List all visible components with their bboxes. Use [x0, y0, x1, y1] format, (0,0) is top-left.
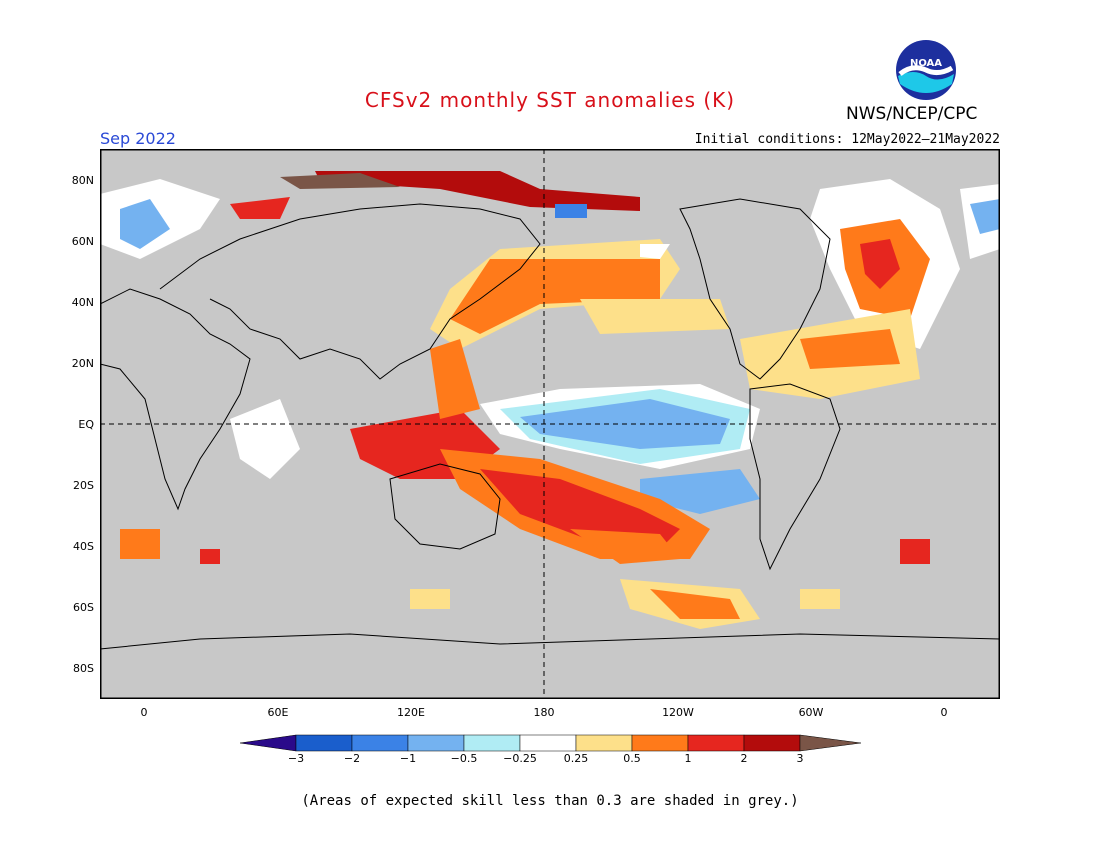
colorbar-seg-8	[687, 734, 745, 752]
colorbar-seg-10	[799, 734, 862, 752]
coastlines	[100, 198, 1000, 650]
lon-label-60e: 60E	[267, 706, 289, 719]
colorbar-label: 0.25	[563, 752, 589, 765]
svg-text:NOAA: NOAA	[910, 58, 942, 69]
lat-label-60n: 60N	[71, 235, 94, 248]
lon-label-180: 180	[533, 706, 555, 719]
noaa-logo: NOAA	[896, 40, 956, 100]
colorbar-seg-2	[351, 734, 409, 752]
colorbar-label: −1	[399, 752, 417, 765]
lat-label-40s: 40S	[73, 540, 94, 553]
lat-label-80s: 80S	[73, 662, 94, 675]
anomaly-fields	[100, 171, 1000, 629]
colorbar-label: −2	[343, 752, 361, 765]
initial-conditions-label: Initial conditions: 12May2022–21May2022	[694, 132, 1000, 147]
colorbar-label: 0.5	[623, 752, 641, 765]
sst-anomaly-map	[100, 149, 1000, 699]
colorbar-label: 1	[684, 752, 692, 765]
lon-label-0: 0	[140, 706, 148, 719]
colorbar-label: −0.25	[503, 752, 537, 765]
colorbar-seg-5	[519, 734, 577, 752]
chart-title: CFSv2 monthly SST anomalies (K)	[364, 88, 736, 112]
lon-label-120w: 120W	[662, 706, 694, 719]
colorbar-seg-1	[295, 734, 353, 752]
lat-label-40n: 40N	[71, 296, 94, 309]
lon-label-0-east: 0	[940, 706, 948, 719]
lat-label-60s: 60S	[73, 601, 94, 614]
skill-footnote: (Areas of expected skill less than 0.3 a…	[301, 793, 799, 809]
colorbar-seg-3	[407, 734, 465, 752]
colorbar-seg-6	[575, 734, 633, 752]
colorbar-seg-0	[240, 734, 297, 752]
lat-label-eq: EQ	[78, 418, 94, 431]
lon-label-120e: 120E	[397, 706, 425, 719]
lon-label-60w: 60W	[798, 706, 824, 719]
lat-label-80n: 80N	[71, 174, 94, 187]
colorbar-label: 3	[796, 752, 804, 765]
lat-label-20s: 20S	[73, 479, 94, 492]
colorbar-seg-4	[463, 734, 521, 752]
valid-month-label: Sep 2022	[100, 129, 176, 148]
colorbar	[240, 734, 862, 752]
colorbar-label: −3	[287, 752, 305, 765]
colorbar-label: −0.5	[450, 752, 478, 765]
lat-label-20n: 20N	[71, 357, 94, 370]
organization-label: NWS/NCEP/CPC	[846, 104, 978, 124]
map-frame	[100, 149, 1000, 699]
colorbar-label: 2	[740, 752, 748, 765]
colorbar-seg-7	[631, 734, 689, 752]
colorbar-seg-9	[743, 734, 801, 752]
